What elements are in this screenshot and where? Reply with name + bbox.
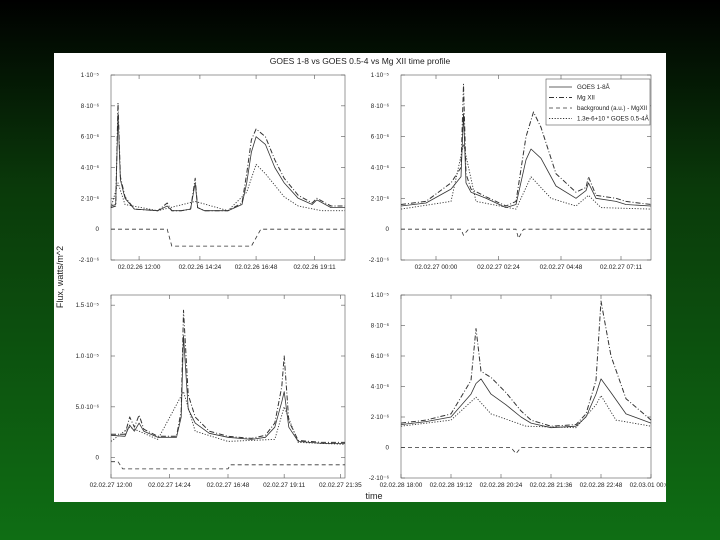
x-axis-label: time xyxy=(365,491,382,501)
legend-label: background (a.u.) - MgXII xyxy=(577,105,647,112)
y-tick-label: 2·10⁻⁶ xyxy=(81,195,100,202)
series-line-dashed xyxy=(401,228,651,239)
series-line-solid xyxy=(400,113,652,209)
y-tick-label: 2·10⁻⁶ xyxy=(371,195,390,202)
y-tick-label: 2·10⁻⁶ xyxy=(371,414,390,421)
x-tick-label: 02.02.27 19:11 xyxy=(263,482,306,489)
x-tick-label: 02.02.27 16:48 xyxy=(207,482,250,489)
x-tick-label: 02.02.27 12:00 xyxy=(90,482,133,489)
y-tick-label: 8·10⁻⁶ xyxy=(371,103,390,110)
figure-panel: GOES 1-8 vs GOES 0.5-4 vs Mg XII time pr… xyxy=(54,53,666,502)
x-tick-label: 02.02.26 19:11 xyxy=(293,264,336,271)
axes-frame xyxy=(110,74,346,261)
series-line-dashdot xyxy=(110,102,345,212)
y-tick-label: 1·10⁻⁵ xyxy=(371,72,390,79)
axes-frame xyxy=(110,294,346,479)
y-tick-label: 1.5·10⁻⁵ xyxy=(76,302,100,309)
panel-top-right: 1·10⁻⁵ 8·10⁻⁶ 6·10⁻⁶ 4·10⁻⁶ 2·10⁻⁶ 0 -2·10⁻⁶ 02… xyxy=(369,72,652,271)
x-tick-label: 02.02.26 12:00 xyxy=(118,264,161,271)
x-tick-label: 02.02.28 19:12 xyxy=(430,482,473,489)
series-line-dotted xyxy=(400,143,652,210)
x-tick-label: 02.02.27 21:35 xyxy=(319,482,362,489)
x-tick-label: 02.02.28 20:24 xyxy=(480,482,523,489)
x-tick-label: 02.02.27 00:00 xyxy=(415,264,458,271)
y-tick-label: -2·10⁻⁶ xyxy=(79,257,100,264)
series-line-dashdot xyxy=(111,309,345,443)
x-tick-label: 02.02.28 18:00 xyxy=(380,482,423,489)
x-tick-label: 02.02.26 14:24 xyxy=(179,264,222,271)
y-tick-label: 1·10⁻⁵ xyxy=(371,292,390,299)
y-tick-label: -2·10⁻⁶ xyxy=(369,257,390,264)
y-tick-label: 0 xyxy=(386,226,390,233)
panel-bottom-right: 1·10⁻⁵8·10⁻⁶6·10⁻⁶4·10⁻⁶2·10⁻⁶0-2·10⁻⁶02… xyxy=(369,292,666,489)
y-tick-label: 6·10⁻⁶ xyxy=(81,134,100,141)
y-tick-label: 6·10⁻⁶ xyxy=(371,134,390,141)
series-line-solid xyxy=(400,378,652,429)
y-tick-label: 1·10⁻⁵ xyxy=(81,72,100,79)
y-tick-label: 4·10⁻⁶ xyxy=(371,165,390,172)
x-tick-label: 02.02.27 02:24 xyxy=(477,264,520,271)
series-line-dashdot xyxy=(400,83,652,207)
x-tick-label: 02.02.28 21:36 xyxy=(530,482,573,489)
y-tick-label: 4·10⁻⁶ xyxy=(371,384,390,391)
x-tick-label: 02.03.01 00:00 xyxy=(630,482,666,489)
series-line-dashdot xyxy=(400,300,652,427)
panel-bottom-left: 1.5·10⁻⁵ 1.0·10⁻⁵ 5.0·10⁻⁶ 0 02.02.27 12:00 0… xyxy=(76,294,362,489)
legend-label: 1.3e-6+10 * GOES 0.5-4Å xyxy=(577,116,650,123)
series-line-solid xyxy=(110,335,345,444)
x-tick-label: 02.02.26 16:48 xyxy=(235,264,278,271)
x-tick-label: 02.02.28 22:48 xyxy=(580,482,623,489)
y-tick-label: 0 xyxy=(96,455,100,462)
series-line-dashed xyxy=(111,461,345,470)
y-tick-label: 8·10⁻⁶ xyxy=(371,323,390,330)
series-line-dotted xyxy=(110,163,345,212)
x-tick-label: 02.02.27 07:11 xyxy=(600,264,643,271)
y-tick-label: 5.0·10⁻⁶ xyxy=(76,404,100,411)
series-line-dotted xyxy=(110,391,346,445)
y-tick-label: 4·10⁻⁶ xyxy=(81,165,100,172)
figure-title: GOES 1-8 vs GOES 0.5-4 vs Mg XII time pr… xyxy=(270,56,451,66)
series-line-dashed xyxy=(111,228,345,247)
plot-layer: 1·10⁻⁵8·10⁻⁶6·10⁻⁶4·10⁻⁶2·10⁻⁶0-2·10⁻⁶02… xyxy=(76,72,666,489)
x-tick-label: 02.02.27 14:24 xyxy=(148,482,191,489)
y-tick-label: 6·10⁻⁶ xyxy=(371,353,390,360)
panel-top-left: 1·10⁻⁵ 8·10⁻⁶ 6·10⁻⁶ 4·10⁻⁶ 2·10⁻⁶ 0 -2·10⁻⁶ 02… xyxy=(79,72,346,271)
figure-svg: GOES 1-8 vs GOES 0.5-4 vs Mg XII time pr… xyxy=(55,56,666,501)
y-tick-label: 0 xyxy=(386,445,390,452)
y-tick-label: 0 xyxy=(96,226,100,233)
y-tick-label: 8·10⁻⁶ xyxy=(81,103,100,110)
legend-label: GOES 1-8Å xyxy=(577,84,611,91)
legend: GOES 1-8Å Mg XII background (a.u.) - MgXII… xyxy=(545,78,651,126)
y-tick-label: 1.0·10⁻⁵ xyxy=(76,353,100,360)
series-line-dotted xyxy=(400,395,652,429)
legend-label: Mg XII xyxy=(577,95,595,102)
series-line-dashed xyxy=(401,447,651,455)
series-line-solid xyxy=(110,113,345,212)
y-tick-label: -2·10⁻⁶ xyxy=(369,475,390,482)
y-axis-label: Flux, watts/m^2 xyxy=(55,246,65,308)
x-tick-label: 02.02.27 04:48 xyxy=(540,264,583,271)
axes-frame xyxy=(400,294,652,479)
